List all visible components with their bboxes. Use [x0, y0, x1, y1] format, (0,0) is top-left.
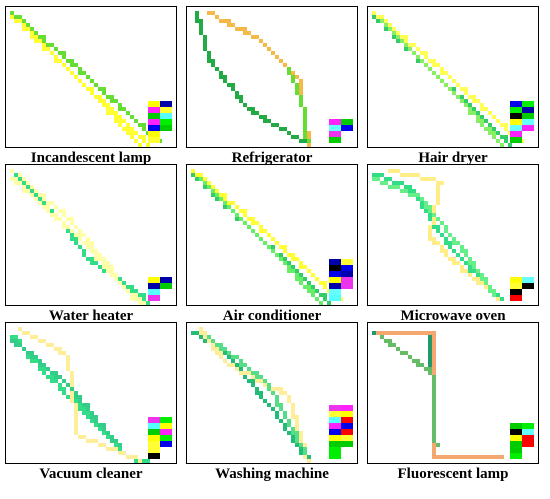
panel-label: Air conditioner — [222, 308, 322, 324]
panel-label: Microwave oven — [400, 308, 506, 324]
panel-hair_dryer: Hair dryer — [367, 6, 539, 168]
panel-label: Water heater — [48, 308, 134, 324]
trajectory-stroke — [18, 19, 142, 147]
trajectory-stroke — [388, 169, 500, 301]
plot-frame — [367, 164, 539, 306]
panel-incandescent: Incandescent lamp — [5, 6, 177, 168]
panel-air_conditioner: Air conditioner — [186, 164, 358, 326]
plot-frame — [5, 164, 177, 306]
trajectory-stroke — [191, 169, 343, 301]
panel-label: Refrigerator — [231, 150, 313, 166]
trajectory-stroke — [207, 335, 307, 455]
trajectory-stroke — [376, 331, 504, 459]
legend-heatmap — [148, 277, 172, 301]
panel-label: Vacuum cleaner — [39, 466, 143, 482]
trajectory-stroke — [191, 331, 311, 459]
panel-refrigerator: Refrigerator — [186, 6, 358, 168]
trajectory-stroke — [195, 11, 311, 147]
trajectory-plot — [372, 331, 534, 459]
plot-frame — [5, 322, 177, 464]
trajectory-stroke — [372, 11, 524, 143]
legend-heatmap — [329, 119, 353, 143]
panel-label: Fluorescent lamp — [397, 466, 509, 482]
panel-vacuum: Vacuum cleaner — [5, 322, 177, 484]
plot-frame — [367, 322, 539, 464]
trajectory-stroke — [18, 327, 142, 463]
panel-microwave: Microwave oven — [367, 164, 539, 326]
trajectory-stroke — [372, 177, 496, 297]
panel-label: Washing machine — [215, 466, 329, 482]
trajectory-stroke — [380, 19, 504, 147]
legend-heatmap — [510, 423, 534, 459]
panel-label: Hair dryer — [418, 150, 488, 166]
panel-water_heater: Water heater — [5, 164, 177, 326]
trajectory-plot — [372, 11, 534, 147]
plot-frame — [186, 6, 358, 148]
plot-frame — [186, 164, 358, 306]
trajectory-stroke — [287, 67, 311, 143]
trajectory-plot — [10, 11, 172, 147]
trajectory-plot — [195, 11, 353, 147]
trajectory-stroke — [10, 339, 122, 447]
panel-washing_machine: Washing machine — [186, 322, 358, 484]
legend-heatmap — [148, 417, 172, 459]
trajectory-stroke — [10, 11, 162, 143]
panel-label: Incandescent lamp — [30, 150, 152, 166]
trajectory-plot — [10, 169, 172, 305]
plot-frame — [5, 6, 177, 148]
trajectory-stroke — [372, 331, 504, 459]
trajectory-stroke — [199, 177, 323, 305]
trajectory-plot — [10, 327, 172, 463]
legend-heatmap — [510, 277, 534, 301]
legend-heatmap — [329, 405, 353, 459]
panel-fluorescent: Fluorescent lamp — [367, 322, 539, 484]
plot-frame — [367, 6, 539, 148]
trajectory-plot — [191, 169, 353, 305]
legend-heatmap — [329, 259, 353, 301]
legend-heatmap — [148, 101, 172, 143]
trajectory-stroke — [380, 335, 440, 447]
legend-heatmap — [510, 101, 534, 143]
trajectory-plot — [372, 169, 534, 301]
plot-frame — [186, 322, 358, 464]
trajectory-plot — [191, 327, 353, 463]
trajectory-stroke — [10, 177, 142, 305]
